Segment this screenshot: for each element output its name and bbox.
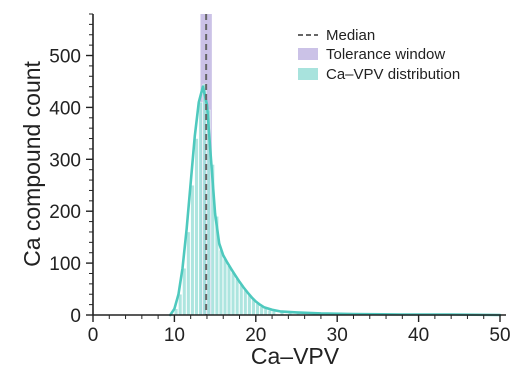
histogram-bar [231,272,236,316]
x-tick-label: 50 [489,325,510,346]
kde-layer [169,85,502,317]
axes [92,14,506,316]
kde-line [169,85,502,317]
y-tick-label: 300 [49,150,81,171]
histogram-bar [247,295,252,316]
histogram-bar [243,289,248,316]
legend-tolerance-swatch [298,48,318,60]
histogram-bar [223,258,227,316]
histogram-bar [235,278,240,316]
y-tick-label: 0 [70,306,81,327]
legend-dist-swatch [298,68,318,80]
histogram-bar [194,138,199,316]
histogram-bar [263,308,268,316]
histogram-bars [174,83,488,316]
y-tick-label: 100 [49,254,81,275]
x-axis-label: Ca–VPV [251,343,340,369]
legend: Median Tolerance window Ca–VPV distribut… [298,27,460,83]
x-tick-label: 20 [245,325,266,346]
y-tick-label: 200 [49,202,81,223]
x-tick-label: 30 [327,325,348,346]
legend-median-label: Median [326,27,375,44]
histogram-bar [182,268,187,316]
x-tick-label: 40 [408,325,429,346]
legend-tolerance-label: Tolerance window [326,46,445,63]
y-tick-label: 500 [49,47,81,68]
histogram-bar [198,102,203,316]
histogram-bar [178,294,183,316]
histogram-bar [218,249,223,316]
y-axis-label: Ca compound count [19,60,45,266]
y-tick-label: 400 [49,98,81,119]
x-tick-label: 10 [164,325,185,346]
legend-dist-label: Ca–VPV distribution [326,66,460,83]
histogram-bar [186,231,191,316]
histogram-bar [227,265,231,316]
x-tick-label: 0 [88,325,99,346]
histogram-bar [190,185,195,316]
histogram-bar [239,284,244,316]
